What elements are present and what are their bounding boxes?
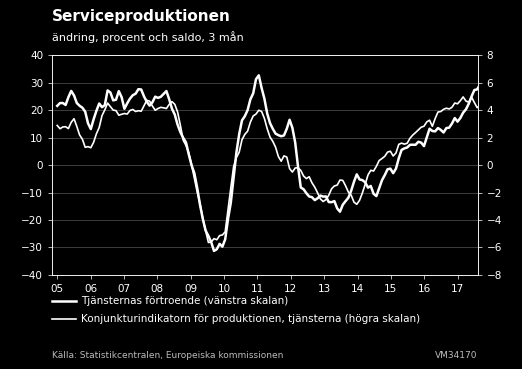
Text: VM34170: VM34170 bbox=[435, 351, 478, 360]
Text: Tjänsternas förtroende (vänstra skalan): Tjänsternas förtroende (vänstra skalan) bbox=[81, 296, 288, 306]
Text: Källa: Statistikcentralen, Europeiska kommissionen: Källa: Statistikcentralen, Europeiska ko… bbox=[52, 351, 283, 360]
Text: Konjunkturindikatorn för produktionen, tjänsterna (högra skalan): Konjunkturindikatorn för produktionen, t… bbox=[81, 314, 420, 324]
Text: ändring, procent och saldo, 3 mån: ändring, procent och saldo, 3 mån bbox=[52, 31, 244, 43]
Text: Serviceproduktionen: Serviceproduktionen bbox=[52, 9, 231, 24]
